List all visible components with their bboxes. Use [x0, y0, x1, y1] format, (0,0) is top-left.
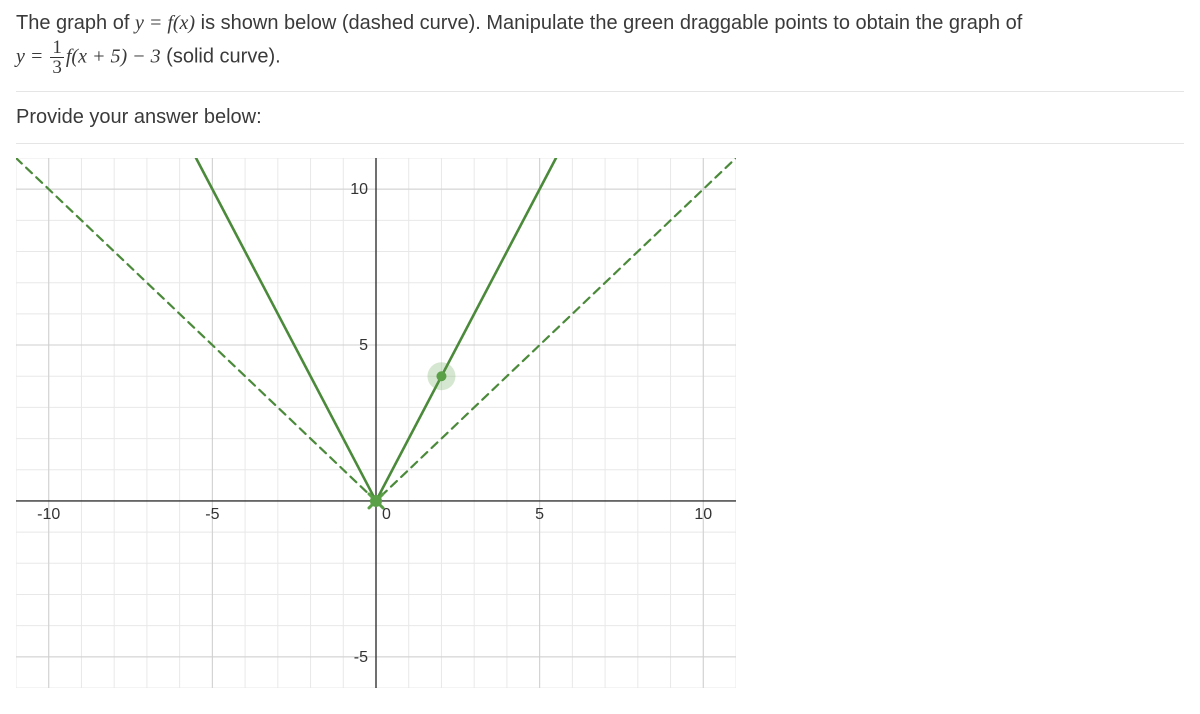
drag-handle-point[interactable] — [436, 371, 446, 381]
x-tick-label: -5 — [205, 506, 219, 523]
x-tick-label: 5 — [535, 506, 544, 523]
frac-num: 1 — [50, 38, 64, 57]
q-suffix: (solid curve). — [161, 46, 281, 68]
y-tick-label: -5 — [354, 649, 368, 666]
y-tick-label: 10 — [350, 181, 368, 198]
q-prefix: The graph of — [16, 12, 135, 34]
x-tick-label: -10 — [37, 506, 60, 523]
separator — [16, 143, 1184, 144]
frac-den: 3 — [50, 57, 64, 77]
q-eq2-lead: y = — [16, 46, 48, 68]
drag-vertex-point[interactable] — [370, 495, 382, 507]
q-eq2-tail: f(x + 5) − 3 — [66, 46, 161, 68]
answer-prompt: Provide your answer below: — [16, 106, 1184, 129]
chart-region: -10-50510-5510 — [16, 158, 736, 694]
question-text: The graph of y = f(x) is shown below (da… — [16, 8, 1184, 77]
q-mid1: is shown below (dashed curve). Manipulat… — [201, 12, 1023, 34]
q-eq1: y = f(x) — [135, 12, 195, 34]
x-tick-label: 10 — [694, 506, 712, 523]
fraction: 13 — [50, 38, 64, 77]
coordinate-chart[interactable]: -10-50510-5510 — [16, 158, 736, 688]
y-tick-label: 5 — [359, 337, 368, 354]
separator — [16, 91, 1184, 92]
